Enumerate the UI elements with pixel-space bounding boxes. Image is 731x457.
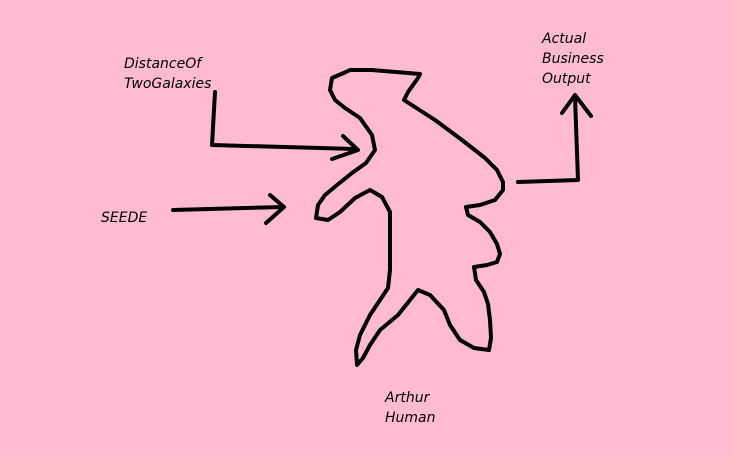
label-figure-line-2: Human	[385, 410, 436, 426]
label-figure-line-1: Arthur	[385, 390, 430, 406]
arrow-output-line	[516, 95, 580, 184]
label-seede-text: SEEDE	[101, 210, 148, 226]
label-output-line-2: Business	[542, 51, 604, 67]
human-silhouette-icon	[314, 68, 505, 367]
label-distance-line-1: DistanceOf	[124, 56, 202, 72]
label-arthur-human: Arthur Human	[385, 388, 436, 428]
arrow-seede-head	[264, 193, 286, 225]
arrow-output-head	[560, 93, 593, 118]
arrow-distance-line	[210, 90, 357, 151]
arrow-seede-line	[171, 205, 285, 212]
label-output-line-3: Output	[542, 71, 591, 87]
label-distance-of-two-galaxies: DistanceOf TwoGalaxies	[124, 54, 211, 94]
label-seede: SEEDE	[101, 208, 147, 228]
label-distance-line-2: TwoGalaxies	[124, 76, 212, 92]
arrow-distance-head	[330, 134, 360, 161]
label-output-line-1: Actual	[542, 31, 587, 47]
label-actual-business-output: Actual Business Output	[542, 29, 604, 89]
